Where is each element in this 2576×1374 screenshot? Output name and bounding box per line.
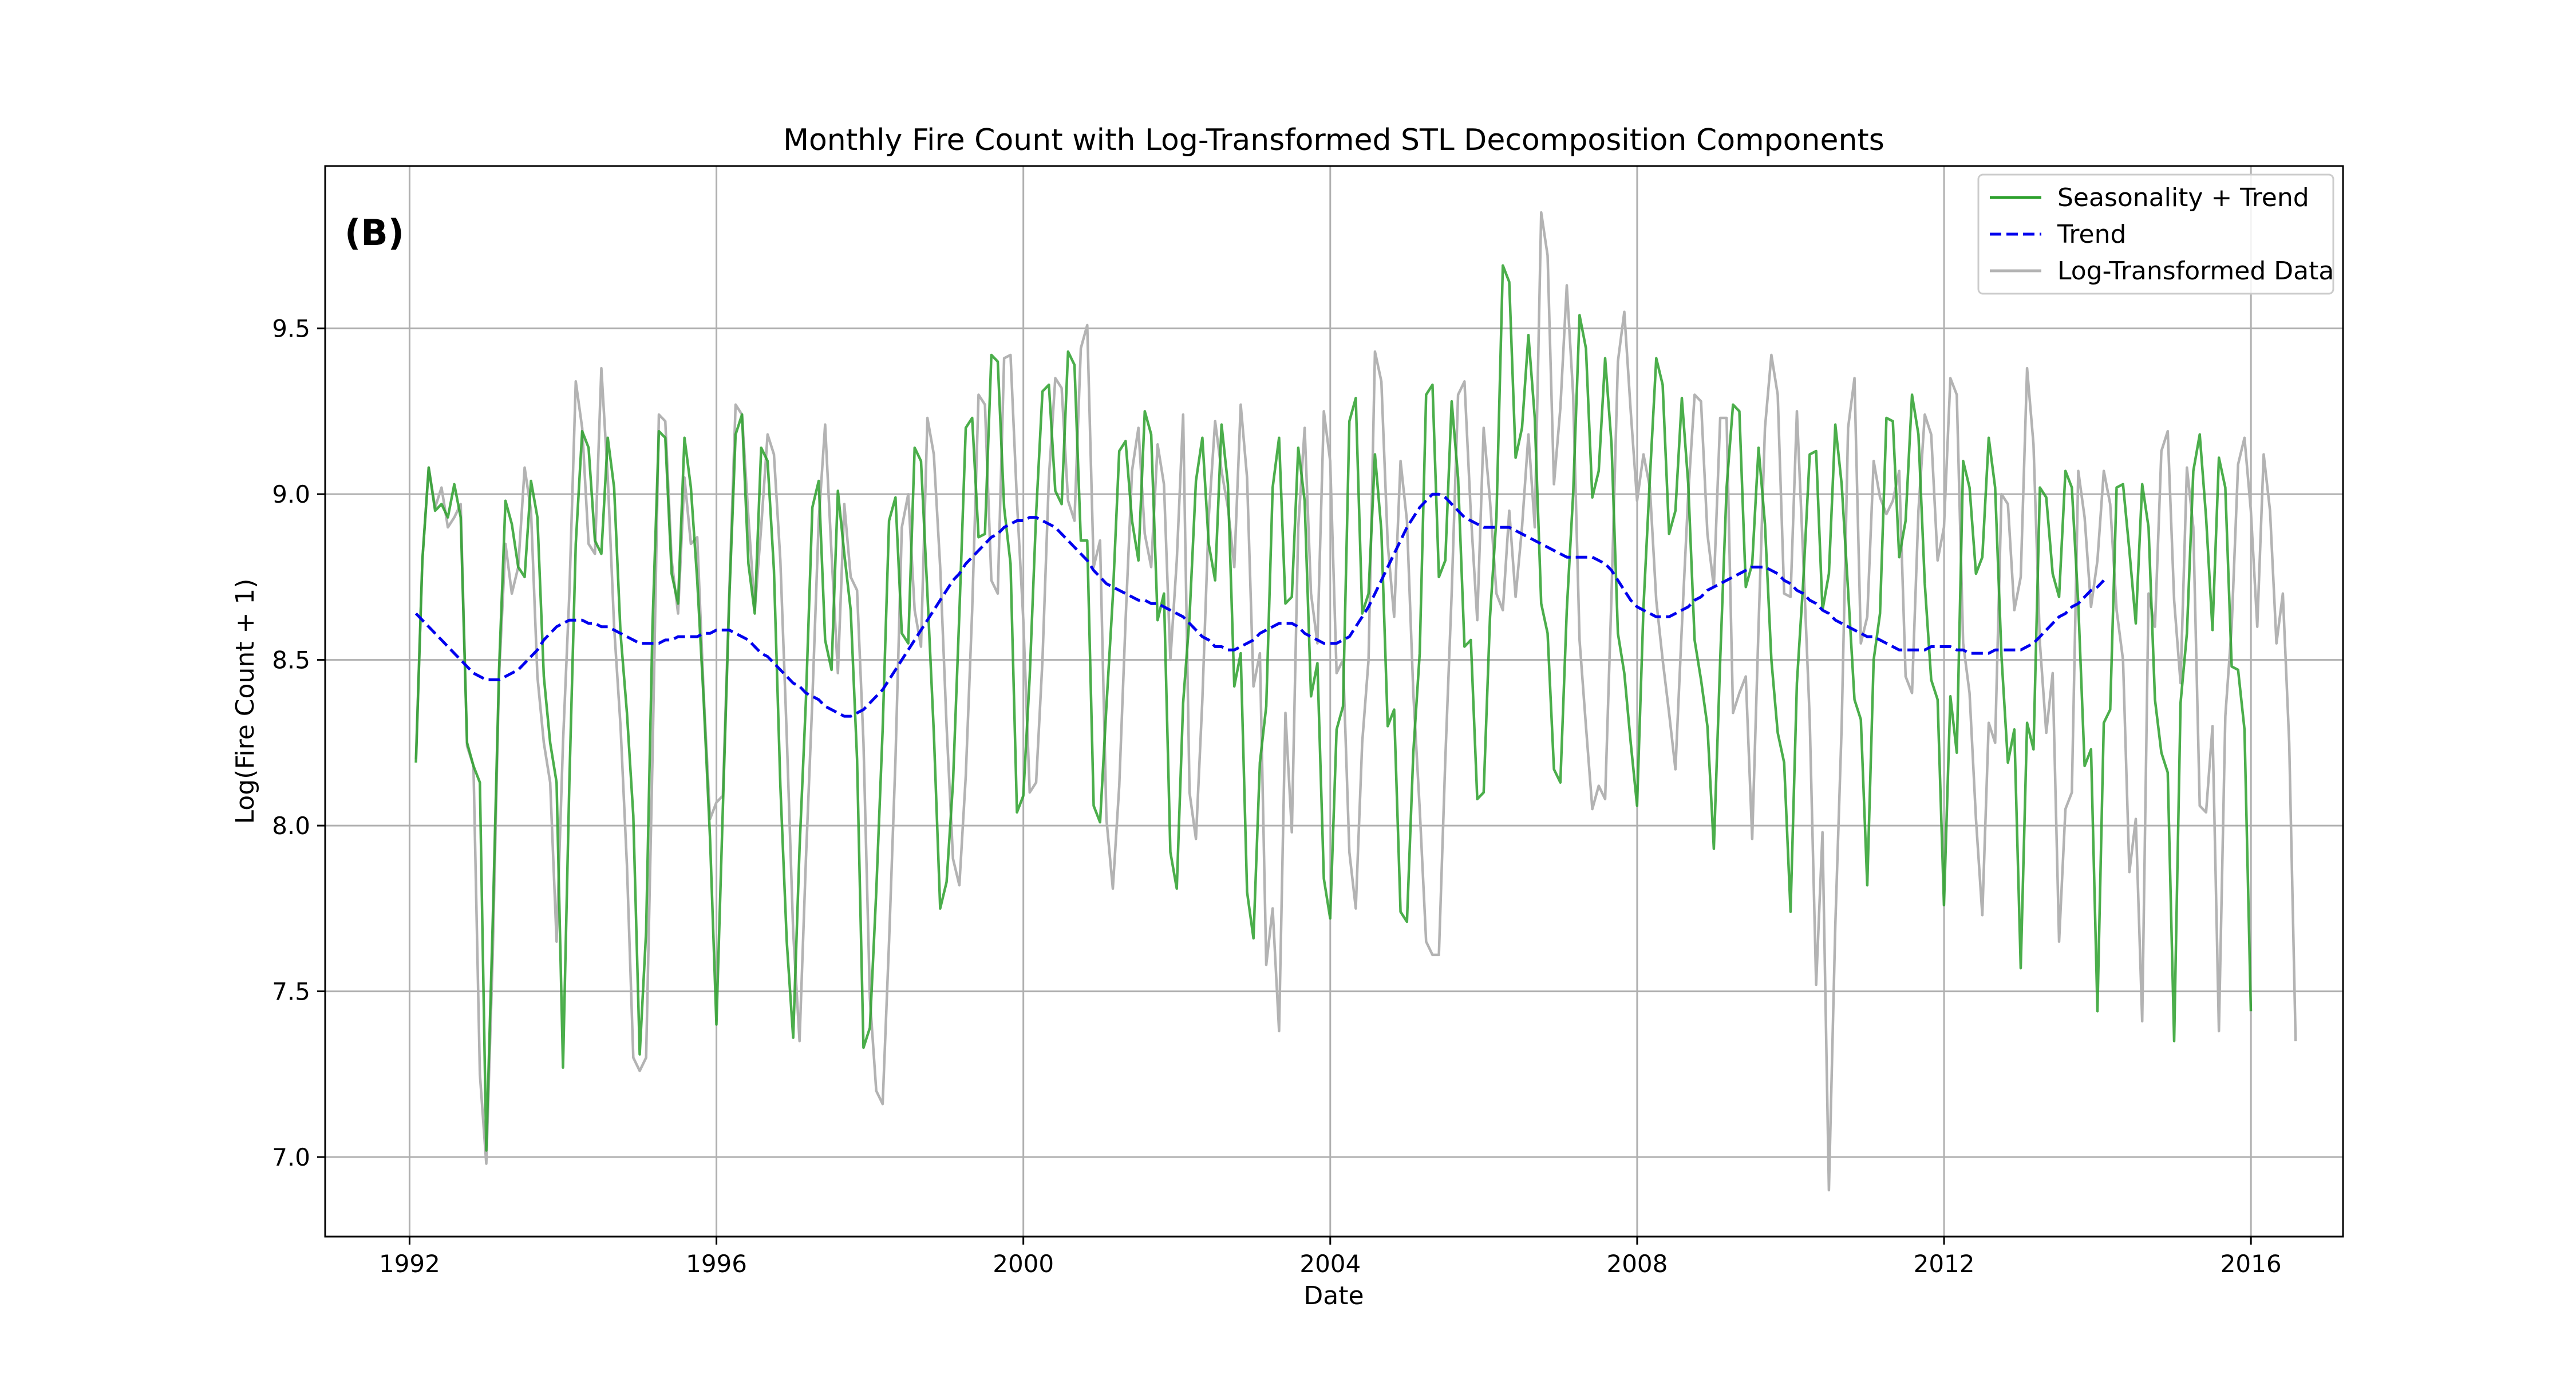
x-tick-label: 2004 [1299, 1250, 1361, 1278]
x-tick-label: 1996 [686, 1250, 747, 1278]
x-tick-label: 2008 [1606, 1250, 1668, 1278]
chart-title: Monthly Fire Count with Log-Transformed … [783, 123, 1884, 157]
x-tick-label: 2016 [2221, 1250, 2282, 1278]
x-tick-label: 2012 [1914, 1250, 1975, 1278]
axes-frame [324, 165, 2344, 1238]
x-tick-label: 2000 [993, 1250, 1054, 1278]
series-line-trend [414, 492, 2105, 718]
x-axis-label: Date [1303, 1281, 1364, 1310]
y-tick-label: 9.0 [272, 480, 310, 508]
legend-label-trend: Trend [2057, 220, 2126, 249]
y-tick-label: 7.5 [272, 978, 310, 1006]
legend-frame [1977, 173, 2334, 295]
axis-ticks: 1992 1996 2000 2004 2008 2012 2016 7.0 7.5 8.0 8.5… [272, 315, 2281, 1278]
y-tick-label: 7.0 [272, 1143, 310, 1171]
y-axis-label: Log(Fire Count + 1) [231, 579, 260, 824]
y-tick-label: 8.5 [272, 646, 310, 674]
series-line-seasonality-trend [414, 264, 2253, 1152]
y-tick-label: 8.0 [272, 812, 310, 840]
legend-label-log-data: Log-Transformed Data [2057, 256, 2334, 286]
legend-label-seasonality-trend: Seasonality + Trend [2057, 183, 2309, 212]
x-tick-label: 1992 [379, 1250, 440, 1278]
legend: Seasonality + Trend Trend Log-Transforme… [1977, 173, 2334, 295]
panel-tag: (B) [345, 212, 404, 254]
series-lines [414, 211, 2297, 1192]
y-tick-label: 9.5 [272, 315, 310, 343]
